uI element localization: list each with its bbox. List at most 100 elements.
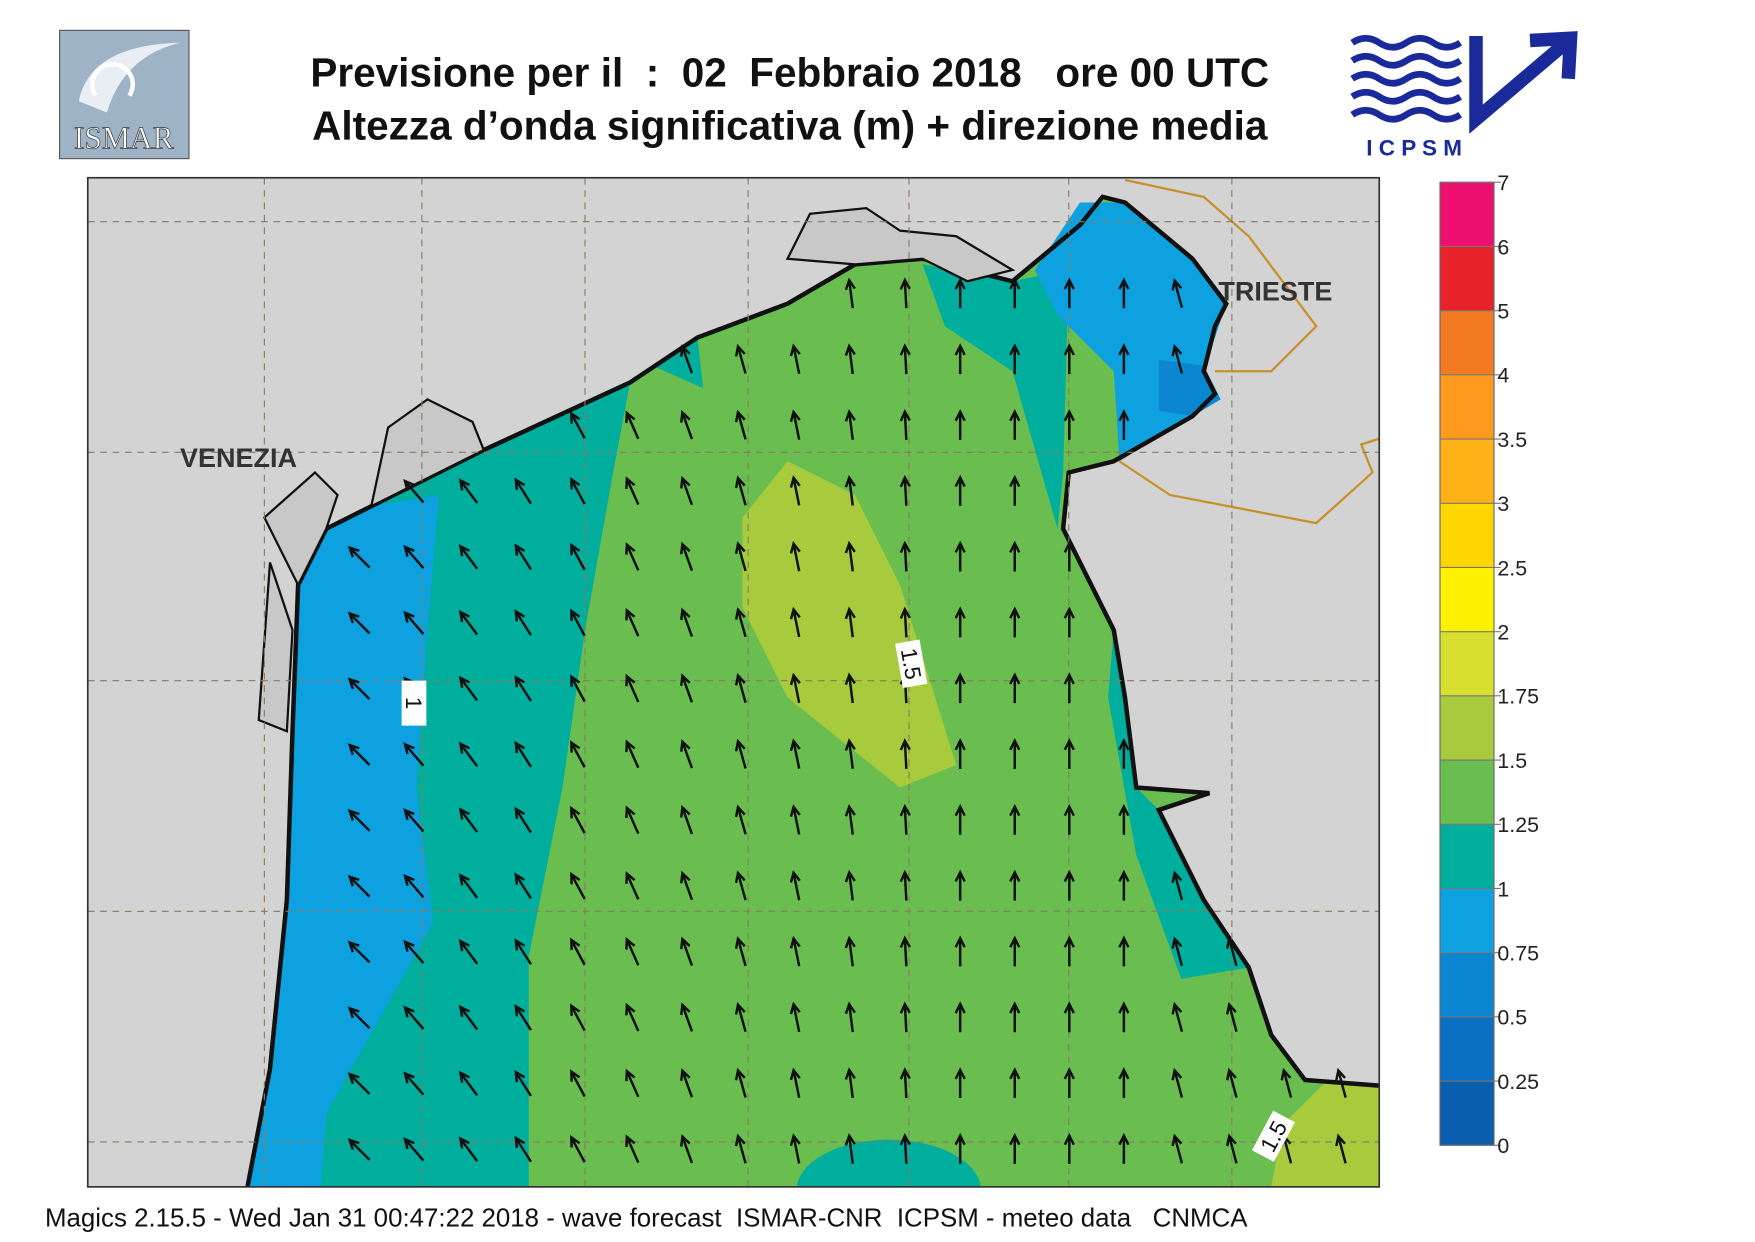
direction-arrow — [1118, 738, 1130, 769]
direction-arrow — [899, 1067, 911, 1099]
label-box — [1252, 1110, 1295, 1162]
direction-arrow — [844, 1067, 856, 1099]
title: Previsione per il : 02 Febbraio 2018 ore… — [310, 50, 1269, 96]
direction-arrow — [789, 1067, 801, 1098]
direction-arrow — [514, 543, 532, 571]
direction-arrow — [403, 808, 425, 833]
colorbar-label: 4 — [1497, 364, 1509, 388]
direction-arrow — [514, 1069, 532, 1097]
direction-arrow — [734, 804, 747, 835]
direction-arrow — [514, 938, 532, 965]
contour-label: 1.5 — [895, 639, 928, 689]
direction-arrow — [403, 742, 425, 767]
direction-arrow — [680, 870, 694, 901]
contour-text: 1 — [401, 697, 426, 710]
direction-arrow — [1063, 1067, 1075, 1098]
direction-arrow — [625, 1068, 640, 1098]
direction-arrow — [403, 1005, 425, 1030]
direction-arrow — [570, 937, 586, 966]
direction-arrow — [954, 474, 966, 506]
direction-arrow — [1118, 277, 1130, 309]
colorbar-label: 0.5 — [1497, 1006, 1527, 1030]
colorbar-label: 2.5 — [1497, 556, 1527, 580]
direction-arrow — [1063, 408, 1075, 440]
direction-arrow — [734, 475, 747, 506]
direction-arrow — [625, 542, 640, 571]
direction-arrow — [1009, 935, 1021, 967]
direction-arrow — [1063, 540, 1075, 572]
ismar-logo: ISMAR — [59, 29, 190, 160]
direction-arrow — [789, 1133, 801, 1164]
direction-arrow — [789, 804, 801, 835]
direction-arrow — [844, 606, 856, 638]
direction-arrow — [625, 410, 640, 440]
direction-arrow — [680, 673, 694, 703]
direction-arrow — [514, 477, 532, 505]
direction-arrow — [680, 541, 694, 572]
direction-arrow — [954, 1067, 966, 1098]
direction-arrow — [625, 871, 640, 900]
colorbar-swatch — [1440, 310, 1494, 375]
direction-arrow — [680, 344, 694, 374]
direction-arrow — [734, 541, 747, 572]
colorbar-swatch — [1440, 888, 1494, 953]
direction-arrow — [899, 277, 911, 309]
direction-arrow — [899, 803, 911, 835]
logo-text: I C P S M — [1366, 135, 1462, 160]
direction-arrow — [1225, 1133, 1238, 1164]
direction-arrow — [570, 1069, 586, 1097]
direction-arrow — [1063, 935, 1075, 967]
direction-arrow — [844, 343, 856, 375]
direction-arrow — [514, 740, 532, 768]
direction-arrow — [1009, 408, 1021, 440]
direction-arrow — [1225, 1067, 1238, 1098]
direction-arrow — [899, 474, 911, 506]
direction-arrow — [1225, 1001, 1238, 1033]
direction-arrow — [680, 475, 694, 506]
icpsm-logo: I C P S M — [1350, 31, 1578, 160]
direction-arrow — [347, 874, 371, 898]
direction-arrow — [458, 873, 479, 899]
direction-arrow — [734, 936, 747, 967]
direction-arrow — [1009, 803, 1021, 835]
direction-arrow — [1118, 869, 1130, 901]
direction-arrow — [1118, 408, 1130, 440]
direction-arrow — [1009, 606, 1021, 638]
direction-arrow — [1171, 1001, 1184, 1033]
direction-arrow — [1009, 343, 1021, 375]
place-label: VENEZIA — [180, 443, 297, 473]
direction-arrow — [1009, 277, 1021, 309]
direction-arrow — [347, 677, 371, 701]
direction-arrow — [734, 607, 747, 638]
direction-arrow — [458, 675, 479, 702]
direction-arrow — [1171, 870, 1184, 901]
direction-arrow — [347, 1138, 371, 1161]
label-box — [895, 639, 928, 689]
direction-arrow — [570, 740, 586, 768]
colorbar-swatch — [1440, 695, 1494, 761]
direction-arrow — [734, 1133, 747, 1164]
direction-arrow — [844, 1001, 856, 1033]
direction-arrow — [734, 409, 747, 440]
map — [87, 177, 1380, 1187]
direction-arrow — [625, 739, 640, 769]
direction-arrow — [954, 672, 966, 704]
direction-arrow — [1063, 738, 1075, 769]
direction-arrow — [954, 1132, 966, 1164]
direction-arrow — [347, 940, 371, 964]
direction-arrow — [514, 1135, 532, 1163]
colorbar-label: 1.5 — [1497, 749, 1527, 773]
direction-arrow — [734, 738, 747, 769]
direction-arrow — [954, 869, 966, 901]
direction-arrow — [625, 936, 640, 966]
logo-text: ISMAR — [74, 121, 174, 156]
direction-arrow — [514, 1004, 532, 1031]
direction-arrow — [570, 674, 586, 703]
direction-arrow — [347, 1006, 371, 1030]
direction-arrow — [458, 938, 479, 965]
direction-arrow — [1280, 1067, 1293, 1098]
contour-text: 1.5 — [896, 646, 926, 681]
colorbar-label: 2 — [1497, 621, 1509, 645]
direction-arrow — [954, 277, 966, 309]
direction-arrow — [844, 738, 856, 769]
